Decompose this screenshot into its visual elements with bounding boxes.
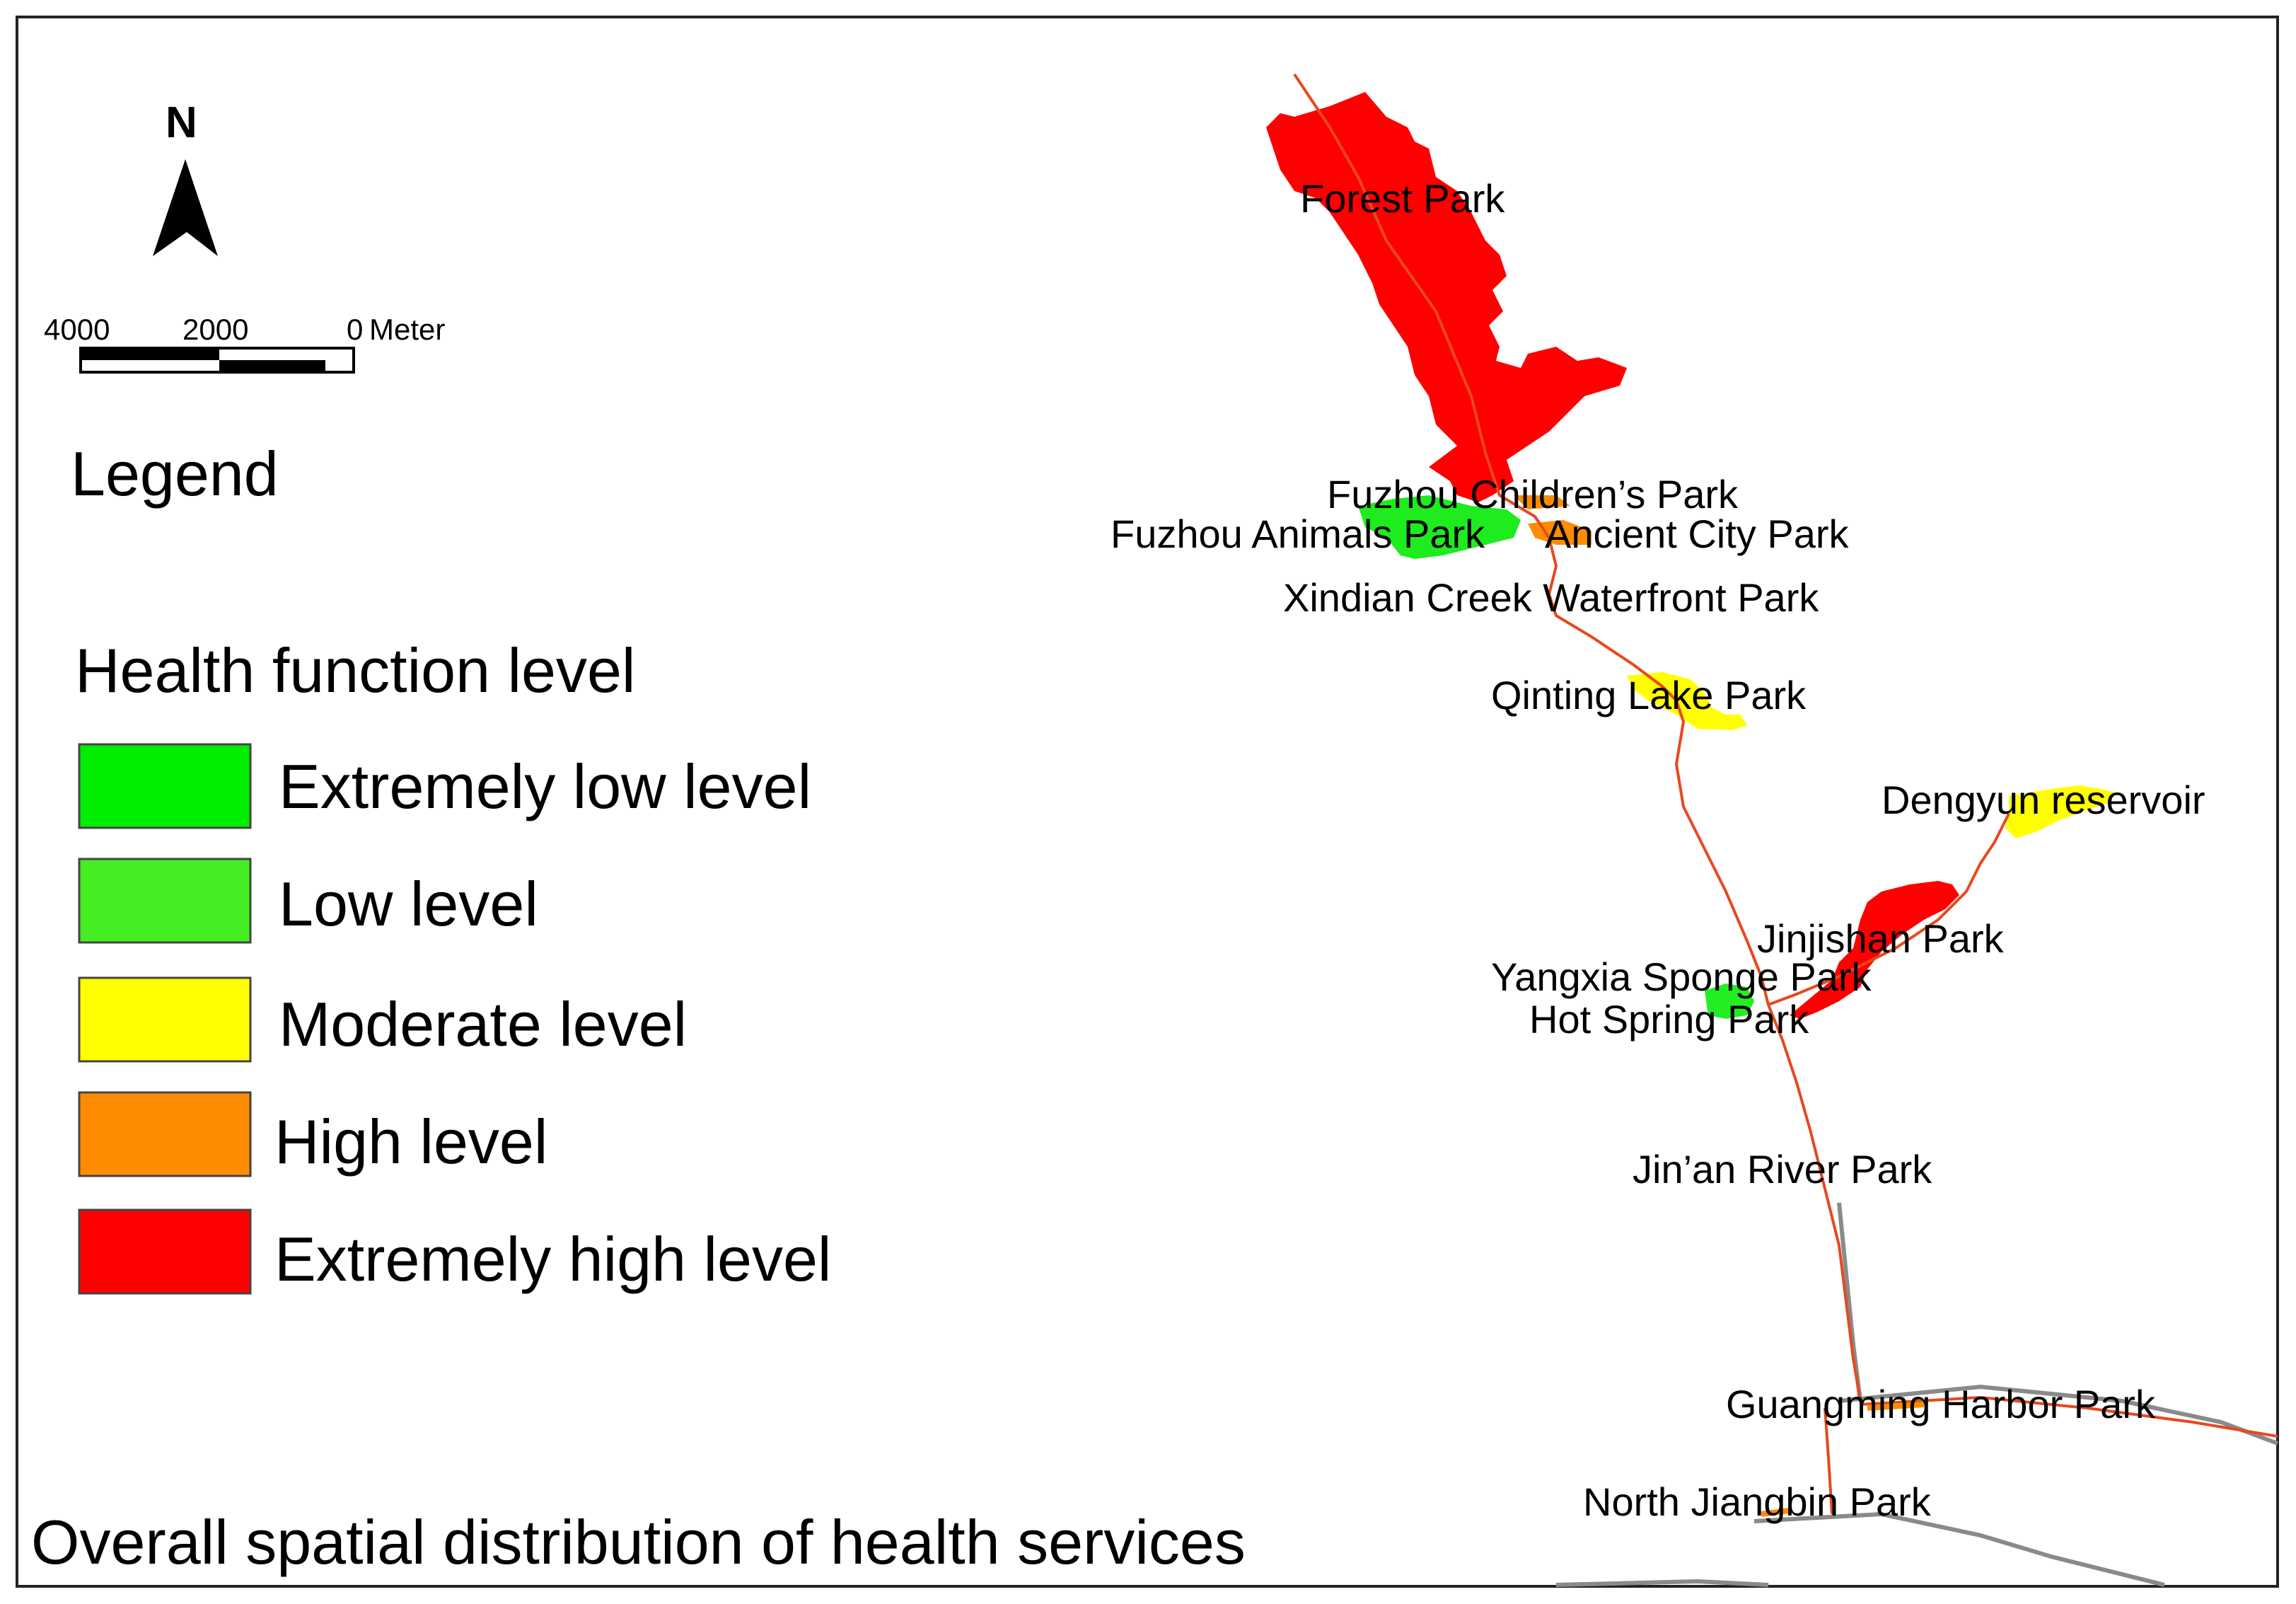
legend-swatch-low <box>78 858 252 944</box>
legend-label-moderate: Moderate level <box>279 989 687 1059</box>
park-label-north-jiangbin: North Jiangbin Park <box>1583 1479 1932 1524</box>
legend-title: Legend <box>71 439 279 509</box>
legend-swatch-extremely-low <box>78 743 252 829</box>
park-label-forest: Forest Park <box>1300 176 1505 221</box>
north-arrow-icon <box>153 159 218 256</box>
ancient-city-park-polygon <box>1528 520 1591 545</box>
scale-tick-4000: 4000 <box>44 313 110 346</box>
park-label-guangming: Guangming Harbor Park <box>1726 1382 2156 1426</box>
scale-unit: Meter <box>369 313 445 346</box>
forest-park-polygon <box>1266 92 1627 502</box>
park-label-dengyun: Dengyun reservoir <box>1882 778 2205 822</box>
legend-label-extremely-low: Extremely low level <box>279 751 811 821</box>
park-labels: Forest Park Fuzhou Children’s Park Fuzho… <box>1111 176 2205 1524</box>
park-label-ancient-city: Ancient City Park <box>1545 512 1849 556</box>
legend-swatch-high <box>78 1091 252 1177</box>
map-title: Overall spatial distribution of health s… <box>31 1507 1246 1577</box>
park-label-animals: Fuzhou Animals Park <box>1111 512 1485 556</box>
park-label-hot-spring: Hot Spring Park <box>1529 997 1809 1042</box>
park-label-jinan: Jin’an River Park <box>1633 1147 1932 1192</box>
park-label-jinjishan: Jinjishan Park <box>1757 916 2005 961</box>
qinting-lake-park-polygon <box>1627 672 1747 730</box>
legend: Legend Health function level Extremely l… <box>71 439 831 1295</box>
greenway-line <box>1293 73 2278 1515</box>
scale-bar: 4000 2000 0 Meter <box>44 313 445 374</box>
yangxia-sponge-park-polygon <box>1705 983 1754 1019</box>
legend-swatch-moderate <box>78 976 252 1063</box>
park-label-xindian: Xindian Creek Waterfront Park <box>1283 575 1819 620</box>
park-label-yangxia: Yangxia Sponge Park <box>1491 954 1872 999</box>
legend-label-extremely-high: Extremely high level <box>274 1224 831 1294</box>
legend-label-high: High level <box>274 1107 547 1177</box>
dengyun-reservoir-polygon <box>2005 785 2115 838</box>
harbor-segments <box>1761 1402 1925 1517</box>
park-label-childrens: Fuzhou Children’s Park <box>1327 472 1739 517</box>
park-polygons <box>1266 92 2115 1019</box>
legend-swatch-extremely-high <box>78 1208 252 1295</box>
scale-tick-0: 0 <box>347 313 363 346</box>
legend-subtitle: Health function level <box>75 635 635 705</box>
park-label-qinting: Qinting Lake Park <box>1491 673 1807 717</box>
childrens-park-polygon <box>1514 495 1570 509</box>
north-arrow: N <box>153 98 218 256</box>
scale-tick-2000: 2000 <box>182 313 248 346</box>
animals-park-polygon <box>1358 495 1521 559</box>
map-frame <box>16 16 2279 1588</box>
jinjishan-park-polygon <box>1790 881 1959 1019</box>
north-arrow-label: N <box>166 98 197 147</box>
legend-label-low: Low level <box>279 869 538 939</box>
